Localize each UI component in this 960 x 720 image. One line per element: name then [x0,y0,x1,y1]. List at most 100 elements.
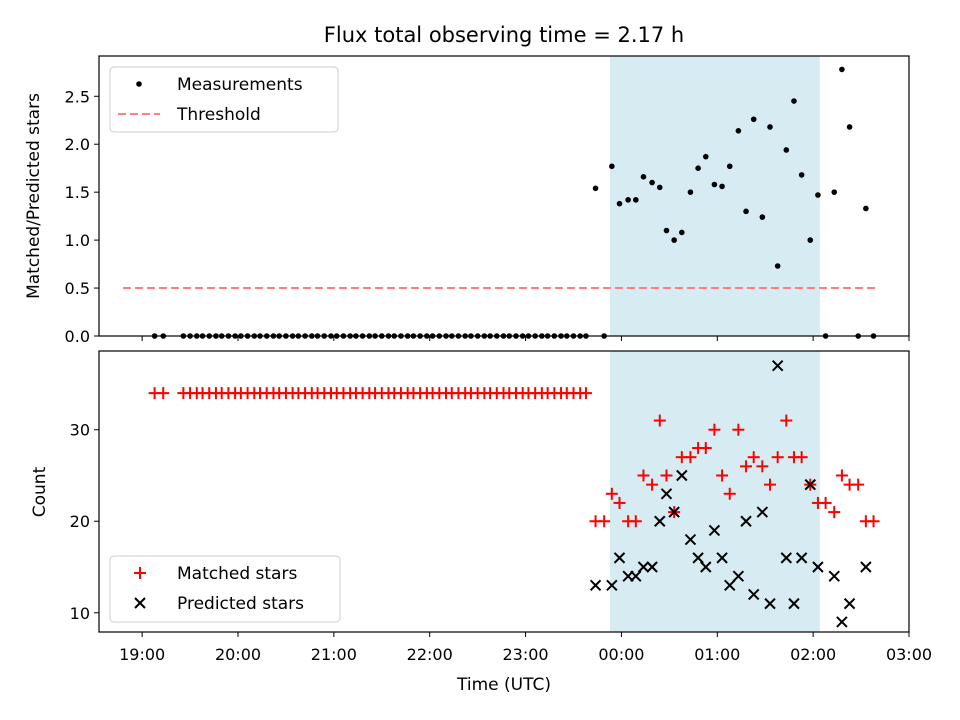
count-y-axis-label: Count [30,466,50,517]
measurement-point [759,214,766,220]
predicted-star-point [836,616,848,628]
predicted-star-point [748,588,760,601]
count-panel: 10 20 30 19:00 20:00 21:00 22:00 23:00 00:00 01:… [30,350,932,695]
matched-star-point [732,423,745,436]
measurement-point [719,183,725,190]
measurement-point [671,237,677,243]
predicted-star-point [788,597,800,610]
ratio-y-ticks: 0.0 0.5 1.0 1.5 2.0 2.5 [65,87,99,346]
count-y-tick-label: 20 [70,512,90,531]
ratio-legend: Measurements Threshold [109,66,339,133]
count-legend: Matched stars Predicted stars [109,555,341,623]
count-y-tick-label: 30 [70,421,90,440]
matched-star-point [723,487,736,500]
ratio-axes-frame [98,55,910,337]
x-tick-label: 21:00 [311,645,357,664]
measurement-point [633,197,639,203]
measurement-point [839,66,845,73]
chart-title: Flux total observing time = 2.17 h [324,23,684,47]
predicted-star-point [676,469,688,482]
measurement-point [815,192,821,198]
x-tick-label: 02:00 [790,645,836,664]
ratio-y-tick-label: 0.5 [65,279,90,298]
x-tick-label: 19:00 [119,645,165,664]
predicted-star-point [692,552,704,564]
matched-star-point [740,460,753,473]
measurement-point [831,189,838,195]
predicted-star-point [812,561,824,573]
matched-star-point [828,506,841,519]
measurement-point [846,124,853,130]
measurement-point [640,174,647,180]
ratio-legend-box [109,66,339,133]
predicted-star-point [716,552,728,564]
ratio-y-tick-label: 0.0 [65,327,90,346]
matched-star-point [579,387,592,400]
matched-star-point [708,423,721,436]
matched-star-point [605,487,618,500]
predicted-star-point [630,570,642,582]
ratio-plot-area [122,66,877,339]
count-plot-area [148,359,880,628]
measurement-point [616,200,623,207]
predicted-star-point [843,597,856,610]
measurement-point [625,197,631,203]
predicted-star-point [780,552,793,564]
predicted-star-point [756,506,769,518]
matched-star-point [756,460,769,473]
predicted-star-point [828,570,840,582]
count-y-tick-label: 10 [70,604,90,623]
measurement-point [726,163,733,170]
predicted-star-point [613,552,626,564]
x-axis-label: Time (UTC) [456,675,551,695]
measurement-point [656,184,663,191]
measurement-point [663,227,670,234]
measurement-point [767,124,773,130]
predicted-star-point [684,533,697,546]
matched-star-point [157,387,170,400]
count-legend-box [109,555,341,623]
ratio-y-tick-label: 2.5 [65,87,90,106]
matched-star-point [764,478,777,491]
ratio-y-tick-label: 2.0 [65,135,90,154]
predicted-star-point [646,561,658,573]
x-tick-label: 20:00 [215,645,261,664]
predicted-star-point [700,561,712,573]
x-tick-label: 03:00 [886,645,932,664]
observing-window-band-bottom [609,351,820,632]
legend-marker-predicted-stars [134,597,146,609]
ratio-panel: 0.0 0.5 1.0 1.5 2.0 2.5 Flux total observing … [24,23,910,346]
matched-star-point [819,496,832,509]
matched-star-point [699,442,712,455]
measurement-point [592,185,599,192]
measurement-point [791,98,797,104]
observing-window-band-top [609,56,820,336]
matched-star-point [629,515,642,528]
x-tick-label: 22:00 [407,645,453,664]
predicted-star-point [654,515,666,527]
measurement-point [807,237,814,243]
x-tick-label: 01:00 [694,645,740,664]
predicted-star-point [764,597,776,610]
matched-star-point [653,414,666,427]
measurement-point [679,229,685,236]
legend-marker-measurements [136,81,142,87]
ratio-y-axis-label: Matched/Predicted stars [24,93,44,299]
ratio-x-ticks [141,336,910,341]
measurement-point [711,181,718,188]
predicted-star-point [732,570,745,582]
legend-marker-matched-stars [134,567,146,579]
matched-star-point [867,515,880,528]
matched-star-point [795,451,808,464]
predicted-star-point [637,561,650,573]
matched-star-point [637,469,650,482]
matched-star-point [780,414,793,427]
matched-star-point [598,515,611,528]
matched-star-point [646,478,659,491]
matched-star-point [684,451,697,464]
measurement-point [735,127,742,134]
measurement-point [798,172,805,178]
predicted-star-point [795,552,808,564]
count-axes-frame [98,350,910,633]
